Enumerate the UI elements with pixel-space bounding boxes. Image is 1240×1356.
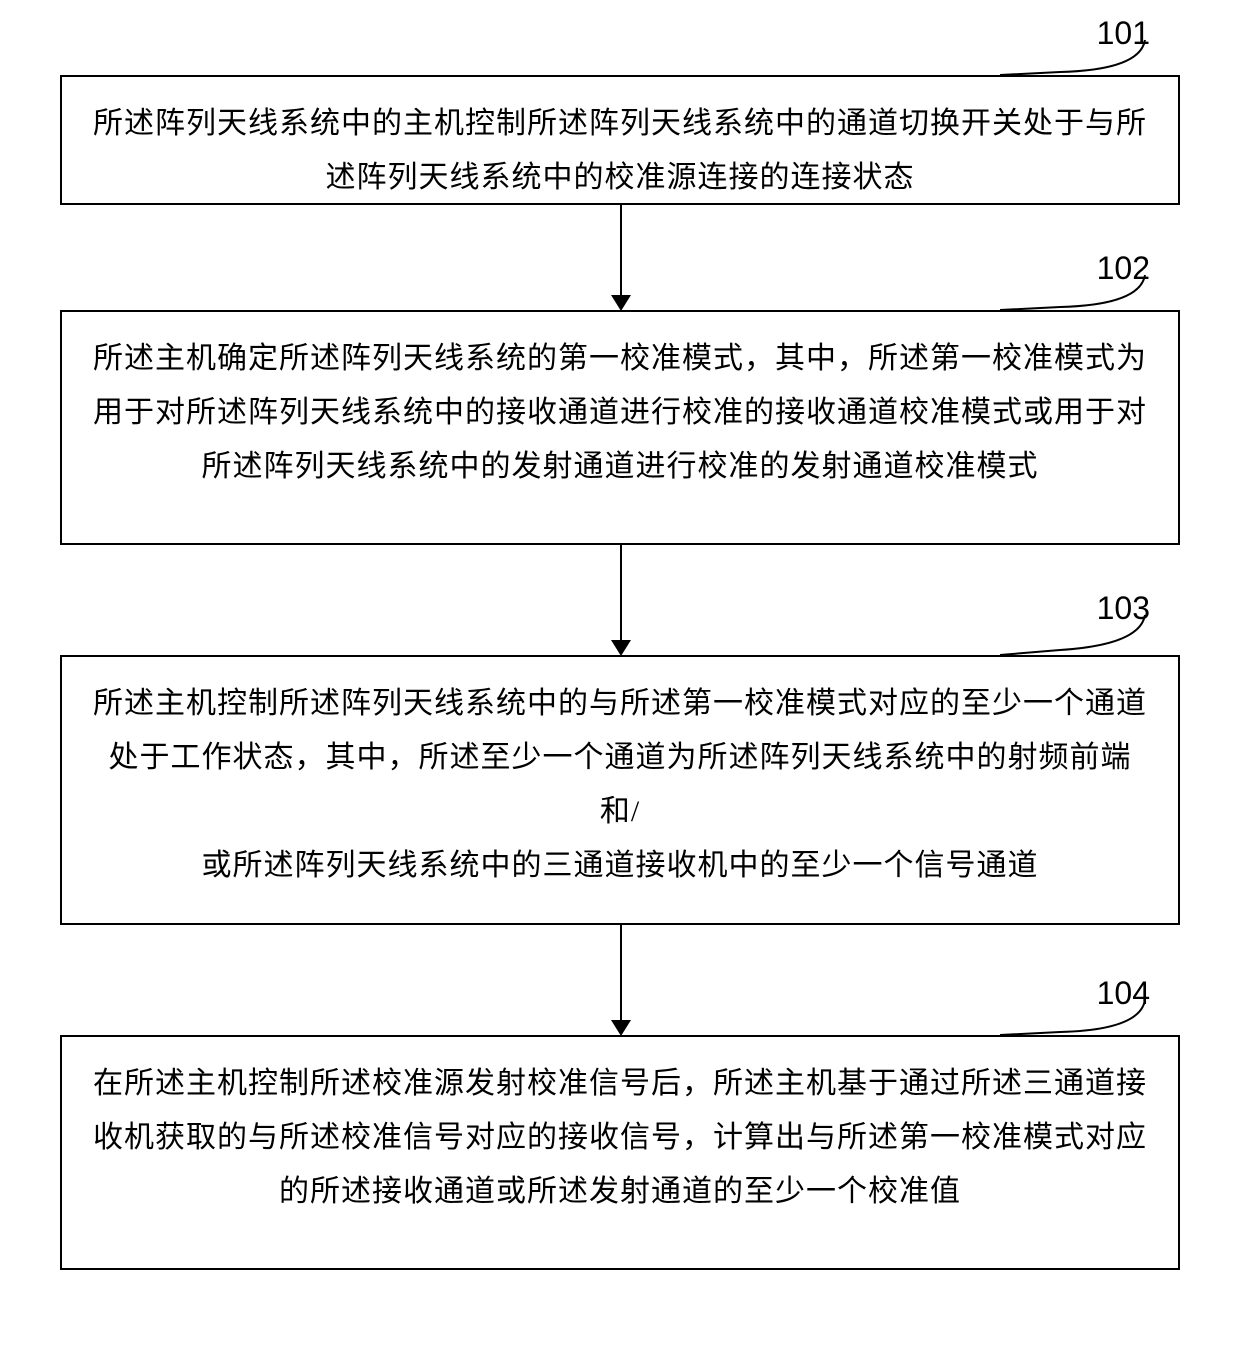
flowchart-container: 101 所述阵列天线系统中的主机控制所述阵列天线系统中的通道切换开关处于与所述阵… bbox=[0, 0, 1240, 1356]
box-text-102: 所述主机确定所述阵列天线系统的第一校准模式，其中，所述第一校准模式为用于对所述阵… bbox=[92, 332, 1148, 494]
flowchart-box-101: 所述阵列天线系统中的主机控制所述阵列天线系统中的通道切换开关处于与所述阵列天线系… bbox=[60, 75, 1180, 205]
step-label-102: 102 bbox=[1097, 250, 1150, 287]
box-text-103-line1: 所述主机控制所述阵列天线系统中的与所述第一校准模式对应的至少一个通道处于工作状态… bbox=[92, 677, 1148, 839]
box-text-101: 所述阵列天线系统中的主机控制所述阵列天线系统中的通道切换开关处于与所述阵列天线系… bbox=[92, 97, 1148, 205]
step-label-103: 103 bbox=[1097, 590, 1150, 627]
arrow-line-2 bbox=[620, 545, 622, 640]
box-text-103-line2: 或所述阵列天线系统中的三通道接收机中的至少一个信号通道 bbox=[92, 839, 1148, 893]
arrow-line-3 bbox=[620, 925, 622, 1020]
step-label-101: 101 bbox=[1097, 15, 1150, 52]
step-label-104: 104 bbox=[1097, 975, 1150, 1012]
flowchart-box-102: 所述主机确定所述阵列天线系统的第一校准模式，其中，所述第一校准模式为用于对所述阵… bbox=[60, 310, 1180, 545]
flowchart-box-104: 在所述主机控制所述校准源发射校准信号后，所述主机基于通过所述三通道接收机获取的与… bbox=[60, 1035, 1180, 1270]
arrow-line-1 bbox=[620, 205, 622, 295]
flowchart-box-103: 所述主机控制所述阵列天线系统中的与所述第一校准模式对应的至少一个通道处于工作状态… bbox=[60, 655, 1180, 925]
arrow-head-1 bbox=[611, 295, 631, 311]
box-text-104: 在所述主机控制所述校准源发射校准信号后，所述主机基于通过所述三通道接收机获取的与… bbox=[92, 1057, 1148, 1219]
arrow-head-3 bbox=[611, 1020, 631, 1036]
arrow-head-2 bbox=[611, 640, 631, 656]
